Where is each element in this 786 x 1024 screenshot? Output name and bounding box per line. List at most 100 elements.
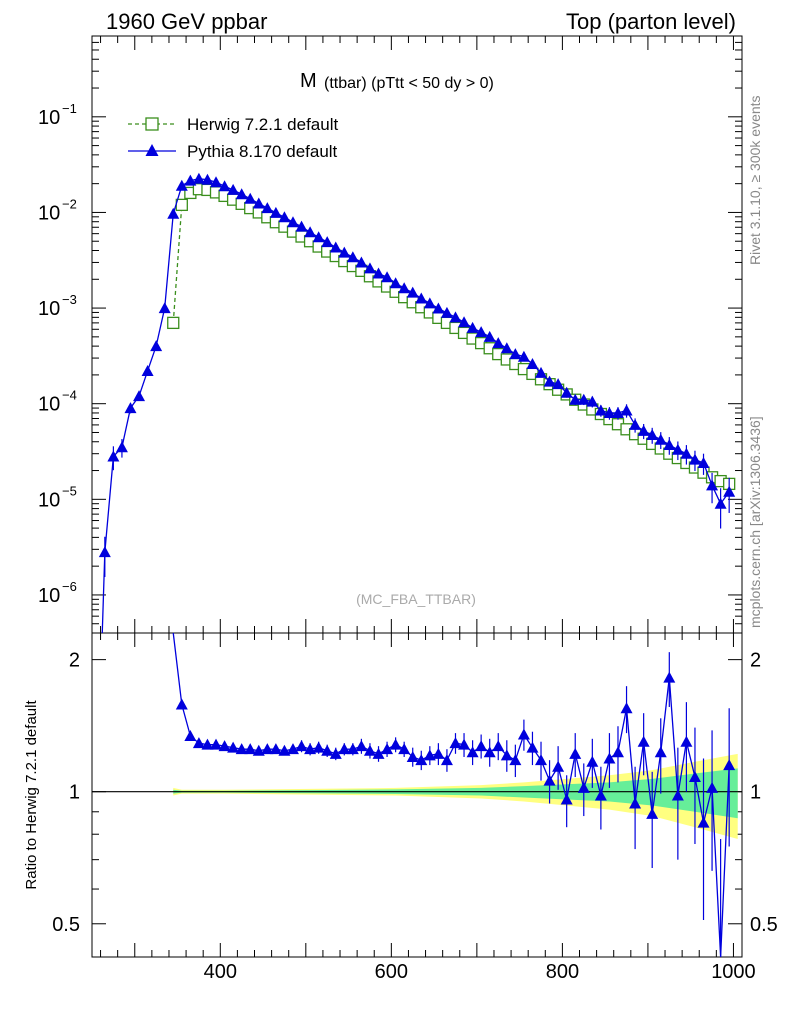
pythia-point: [654, 433, 667, 445]
ratio-point: [603, 752, 616, 764]
ratio-panel-frame: [91, 632, 743, 958]
pythia-point: [603, 406, 616, 418]
process-label: Top (parton level): [566, 9, 736, 34]
legend: Herwig 7.2.1 default Pythia 8.170 defaul…: [128, 115, 338, 161]
ratio-point: [175, 698, 188, 710]
y-tick-label: 10: [38, 298, 60, 320]
ratio-point: [475, 740, 488, 752]
pythia-point: [714, 497, 727, 509]
ratio-point: [466, 746, 479, 758]
ratio-point: [398, 743, 411, 755]
pythia-point: [389, 277, 402, 289]
pythia-point: [124, 402, 137, 414]
herwig-point: [167, 316, 180, 330]
y-tick-exponent: −4: [62, 388, 77, 403]
ratio-point: [526, 741, 539, 753]
pythia-line: [101, 178, 730, 634]
ratio-point: [355, 740, 368, 752]
pythia-point: [629, 418, 642, 430]
ratio-point: [261, 743, 274, 755]
pythia-point: [688, 453, 701, 465]
pythia-point: [560, 386, 573, 398]
pythia-point: [569, 393, 582, 405]
pythia-point: [671, 443, 684, 455]
ratio-point: [577, 781, 590, 793]
y-tick-exponent: −5: [62, 483, 77, 498]
ratio-point: [646, 807, 659, 819]
pythia-point: [372, 267, 385, 279]
ratio-point: [569, 747, 582, 759]
ratio-point: [706, 781, 719, 793]
ratio-point: [620, 702, 633, 714]
legend-pythia-label: Pythia 8.170 default: [187, 142, 338, 161]
ratio-point: [432, 747, 445, 759]
ratio-point: [184, 729, 197, 741]
pythia-point: [175, 179, 188, 191]
pythia-point: [321, 236, 334, 248]
y-tick-label: 10: [38, 489, 60, 511]
ratio-point: [594, 789, 607, 801]
pythia-point: [458, 316, 471, 328]
x-axis: 400 600 800 1000: [100, 36, 756, 983]
pythia-point: [218, 180, 231, 192]
pythia-point: [363, 262, 376, 274]
ratio-point: [449, 737, 462, 749]
ratio-point: [346, 743, 359, 755]
ratio-point: [235, 743, 248, 755]
ratio-point: [406, 750, 419, 762]
ratio-point: [423, 749, 436, 761]
pythia-point: [526, 358, 539, 370]
ratio-point: [269, 743, 282, 755]
pythia-point: [620, 404, 633, 416]
y-tick-exponent: −2: [62, 196, 77, 211]
pythia-point: [346, 251, 359, 263]
ratio-point: [458, 738, 471, 750]
pythia-point: [406, 286, 419, 298]
ratio-point: [415, 754, 428, 766]
pythia-point: [278, 211, 291, 223]
pythia-point: [577, 393, 590, 405]
herwig-point: [175, 198, 188, 212]
pythia-point: [98, 546, 111, 558]
pythia-point: [663, 438, 676, 450]
pythia-point: [141, 364, 154, 376]
pythia-point: [586, 395, 599, 407]
x-tick-label: 800: [546, 961, 579, 983]
pythia-point: [286, 216, 299, 228]
ratio-point: [201, 738, 214, 750]
ratio-point: [372, 747, 385, 759]
legend-herwig-label: Herwig 7.2.1 default: [187, 115, 338, 134]
pythia-point: [466, 321, 479, 333]
ratio-point: [654, 746, 667, 758]
pythia-point: [706, 479, 719, 491]
pythia-point: [150, 340, 163, 352]
pythia-point: [261, 202, 274, 214]
ratio-point: [629, 797, 642, 809]
ratio-point: [517, 728, 530, 740]
ratio-y-tick-label-right: 0.5: [750, 914, 778, 936]
main-series: [98, 172, 736, 634]
pythia-point: [646, 429, 659, 441]
ratio-point: [492, 740, 505, 752]
pythia-point: [517, 350, 530, 362]
y-tick-exponent: −3: [62, 292, 77, 307]
pythia-point: [697, 456, 710, 468]
mcplots-label: mcplots.cern.ch [arXiv:1306.3436]: [747, 416, 763, 628]
ratio-point: [723, 759, 736, 771]
main-y-axis: 10−610−510−410−310−210−1: [38, 41, 742, 634]
pythia-point: [210, 176, 223, 188]
ratio-point: [338, 743, 351, 755]
ratio-point: [500, 749, 513, 761]
ratio-point: [278, 744, 291, 756]
pythia-point: [381, 271, 394, 283]
pythia-point: [355, 256, 368, 268]
pythia-point: [115, 441, 128, 453]
ratio-point: [560, 793, 573, 805]
ratio-point: [312, 741, 325, 753]
rivet-label: Rivet 3.1.10, ≥ 300k events: [747, 95, 763, 265]
pythia-point: [235, 188, 248, 200]
pythia-point: [637, 424, 650, 436]
pythia-point: [440, 306, 453, 318]
y-tick-label: 10: [38, 107, 60, 129]
